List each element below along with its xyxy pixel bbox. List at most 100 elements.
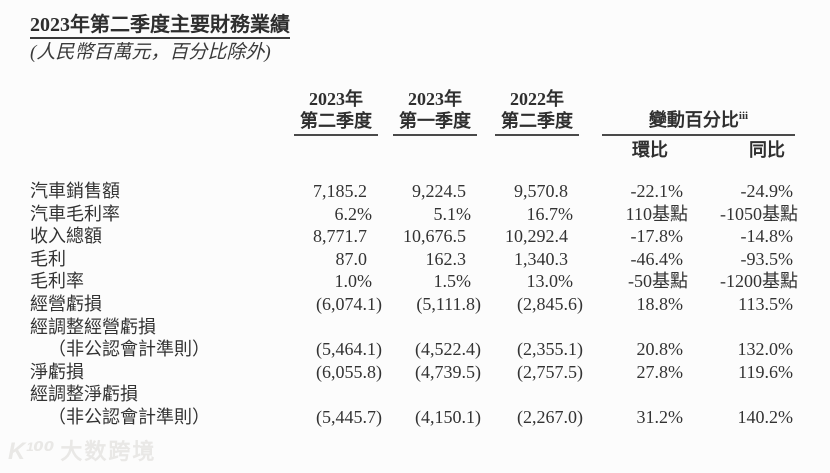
value-cell: 31.2% <box>636 406 684 427</box>
value-cell <box>282 316 382 339</box>
value-cell: 162.3 <box>425 248 467 269</box>
value-cell: -14.8% <box>740 226 794 247</box>
column-header-2023-q1: 2023年 第一季度 <box>382 88 481 136</box>
watermark-logo-icon: K¹⁰⁰ <box>8 438 55 465</box>
table-row-adjusted-operating-loss-values: （非公認會計準則） (5,464.1) (4,522.4) (2,355.1) … <box>30 338 798 361</box>
value-cell: 1.5% <box>433 271 472 292</box>
watermark: K¹⁰⁰ 大数跨境 <box>8 438 156 466</box>
page-title-text: 2023年第二季度主要財務業績 <box>30 14 290 39</box>
value-cell <box>382 383 481 406</box>
value-cell: 140.2% <box>737 406 794 427</box>
value-cell: -24.9% <box>740 181 794 201</box>
row-label: 淨虧損 <box>30 361 84 382</box>
row-label: 收入總額 <box>30 226 102 247</box>
value-cell: 27.8% <box>636 361 684 382</box>
row-label: 經營虧損 <box>30 293 102 314</box>
value-cell <box>583 383 688 406</box>
value-cell: (2,757.5) <box>517 361 583 382</box>
value-cell <box>688 383 798 406</box>
value-cell: 8,771.7 <box>313 226 367 247</box>
value-cell: 1.0% <box>334 271 373 292</box>
footnote-marker: iii <box>738 110 749 122</box>
table-row-vehicle-sales: 汽車銷售額 7,185.2 9,224.5 9,570.8 -22.1% -24… <box>30 162 798 203</box>
row-label: 毛利率 <box>30 271 84 292</box>
value-cell: (2,845.6) <box>517 293 583 314</box>
column-quarter: 第二季度 <box>501 111 573 131</box>
subheader-yoy: 同比 <box>749 140 785 160</box>
column-header-2023-q2: 2023年 第二季度 <box>282 88 382 136</box>
value-cell: 7,185.2 <box>313 181 367 201</box>
table-header: 2023年 第二季度 2023年 第一季度 2022年 第二季度 變動百分比iii 環… <box>30 88 798 162</box>
column-header-2022-q2: 2022年 第二季度 <box>481 88 583 136</box>
value-cell: 119.6% <box>738 361 793 382</box>
value-cell: 20.8% <box>636 339 684 360</box>
row-label: 經調整淨虧損 <box>30 384 138 405</box>
value-cell: (5,445.7) <box>316 406 382 427</box>
row-label: 汽車毛利率 <box>30 203 120 224</box>
value-cell: 18.8% <box>636 293 684 314</box>
value-cell: 110基點 <box>625 203 688 224</box>
value-cell: -50基點 <box>628 271 688 292</box>
value-cell <box>382 316 481 339</box>
table-row-adjusted-operating-loss-label: 經調整經營虧損 <box>30 316 798 339</box>
column-quarter: 第一季度 <box>399 111 471 131</box>
table-row-gross-margin: 毛利率 1.0% 1.5% 13.0% -50基點 -1200基點 <box>30 270 798 293</box>
subheader-qoq: 環比 <box>632 140 668 160</box>
value-cell: -46.4% <box>630 248 684 269</box>
row-label: （非公認會計準則） <box>48 339 210 360</box>
value-cell: -1200基點 <box>720 271 798 292</box>
value-cell: -17.8% <box>630 226 684 247</box>
value-cell: (4,522.4) <box>415 339 481 360</box>
value-cell: 1,340.3 <box>514 248 568 269</box>
value-cell: 16.7% <box>526 203 574 224</box>
table-row-total-revenue: 收入總額 8,771.7 10,676.5 10,292.4 -17.8% -1… <box>30 225 798 248</box>
value-cell: (4,739.5) <box>415 361 481 382</box>
value-cell <box>688 316 798 339</box>
change-header-label: 變動百分比 <box>648 110 739 130</box>
row-label: 毛利 <box>30 248 66 269</box>
value-cell <box>481 316 583 339</box>
table-row-vehicle-margin: 汽車毛利率 6.2% 5.1% 16.7% 110基點 -1050基點 <box>30 203 798 226</box>
table-row-net-loss: 淨虧損 (6,055.8) (4,739.5) (2,757.5) 27.8% … <box>30 361 798 384</box>
value-cell: -22.1% <box>630 181 684 201</box>
table-body: 汽車銷售額 7,185.2 9,224.5 9,570.8 -22.1% -24… <box>30 162 798 429</box>
value-cell: 132.0% <box>737 339 794 360</box>
row-label: 汽車銷售額 <box>30 181 120 201</box>
value-cell: 13.0% <box>526 271 574 292</box>
value-cell: 10,292.4 <box>505 226 568 247</box>
value-cell <box>282 383 382 406</box>
column-year: 2022年 <box>510 89 564 109</box>
row-label: 經調整經營虧損 <box>30 316 156 337</box>
value-cell: (2,355.1) <box>517 339 583 360</box>
value-cell <box>481 383 583 406</box>
value-cell: (4,150.1) <box>415 406 481 427</box>
label-column-header <box>30 88 282 136</box>
value-cell: (5,111.8) <box>416 293 481 314</box>
value-cell <box>583 316 688 339</box>
watermark-text: 大数跨境 <box>60 439 157 464</box>
value-cell: 9,570.8 <box>514 181 568 201</box>
column-header-change-percent: 變動百分比iii <box>583 88 798 136</box>
column-quarter: 第二季度 <box>300 111 372 131</box>
table-row-operating-loss: 經營虧損 (6,074.1) (5,111.8) (2,845.6) 18.8%… <box>30 293 798 316</box>
value-cell: -93.5% <box>740 248 794 269</box>
period-header-row: 2023年 第二季度 2023年 第一季度 2022年 第二季度 變動百分比iii <box>30 88 798 136</box>
row-label: （非公認會計準則） <box>48 406 210 427</box>
page-subtitle: (人民幣百萬元，百分比除外) <box>30 42 271 63</box>
value-cell: (6,074.1) <box>316 293 382 314</box>
value-cell: (6,055.8) <box>316 361 382 382</box>
value-cell: -1050基點 <box>720 203 798 224</box>
table-row-adjusted-net-loss-label: 經調整淨虧損 <box>30 383 798 406</box>
value-cell: 113.5% <box>738 293 793 314</box>
value-cell: (5,464.1) <box>316 339 382 360</box>
value-cell: 10,676.5 <box>403 226 466 247</box>
value-cell: 9,224.5 <box>412 181 466 201</box>
financial-results-table: 2023年 第二季度 2023年 第一季度 2022年 第二季度 變動百分比iii 環… <box>30 88 798 429</box>
column-year: 2023年 <box>408 89 462 109</box>
value-cell: (2,267.0) <box>517 406 583 427</box>
value-cell: 6.2% <box>334 203 373 224</box>
page-title: 2023年第二季度主要財務業績 <box>30 12 290 39</box>
value-cell: 87.0 <box>335 248 368 269</box>
change-subheader-row: 環比 同比 <box>30 136 798 162</box>
